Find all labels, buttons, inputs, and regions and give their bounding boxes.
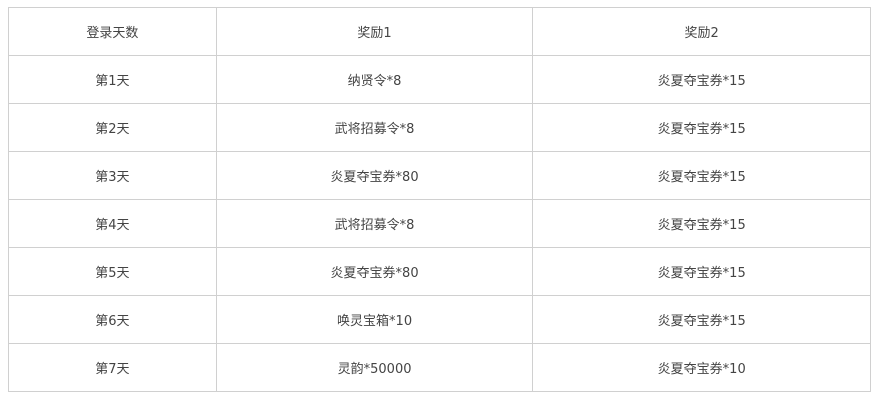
day-cell: 第3天 [8, 151, 217, 200]
table-row: 第7天 灵韵*50000 炎夏夺宝券*10 [8, 343, 871, 392]
reward-2-cell: 炎夏夺宝券*15 [532, 151, 871, 200]
reward-1-cell: 炎夏夺宝券*80 [215, 247, 534, 296]
reward-2-cell: 炎夏夺宝券*10 [532, 343, 871, 392]
reward-2-cell: 炎夏夺宝券*15 [532, 247, 871, 296]
day-cell: 第1天 [8, 55, 217, 104]
reward-1-cell: 灵韵*50000 [215, 343, 534, 392]
table-row: 第6天 唤灵宝箱*10 炎夏夺宝券*15 [8, 295, 871, 344]
reward-2-cell: 炎夏夺宝券*15 [532, 103, 871, 152]
reward-1-cell: 炎夏夺宝券*80 [215, 151, 534, 200]
header-reward-2: 奖励2 [532, 7, 871, 56]
day-cell: 第4天 [8, 199, 217, 248]
reward-1-cell: 唤灵宝箱*10 [215, 295, 534, 344]
reward-1-cell: 武将招募令*8 [215, 103, 534, 152]
login-rewards-table: 登录天数 奖励1 奖励2 第1天 纳贤令*8 炎夏夺宝券*15 第2天 武将招募令*8 炎… [8, 7, 871, 392]
reward-1-cell: 纳贤令*8 [215, 55, 534, 104]
table-row: 第4天 武将招募令*8 炎夏夺宝券*15 [8, 199, 871, 248]
reward-2-cell: 炎夏夺宝券*15 [532, 55, 871, 104]
table-row: 第1天 纳贤令*8 炎夏夺宝券*15 [8, 55, 871, 104]
day-cell: 第2天 [8, 103, 217, 152]
reward-2-cell: 炎夏夺宝券*15 [532, 199, 871, 248]
day-cell: 第6天 [8, 295, 217, 344]
day-cell: 第7天 [8, 343, 217, 392]
header-login-days: 登录天数 [8, 7, 217, 56]
table-row: 第2天 武将招募令*8 炎夏夺宝券*15 [8, 103, 871, 152]
reward-2-cell: 炎夏夺宝券*15 [532, 295, 871, 344]
table-header-row: 登录天数 奖励1 奖励2 [8, 7, 871, 56]
header-reward-1: 奖励1 [215, 7, 534, 56]
table-row: 第3天 炎夏夺宝券*80 炎夏夺宝券*15 [8, 151, 871, 200]
day-cell: 第5天 [8, 247, 217, 296]
table-row: 第5天 炎夏夺宝券*80 炎夏夺宝券*15 [8, 247, 871, 296]
reward-1-cell: 武将招募令*8 [215, 199, 534, 248]
